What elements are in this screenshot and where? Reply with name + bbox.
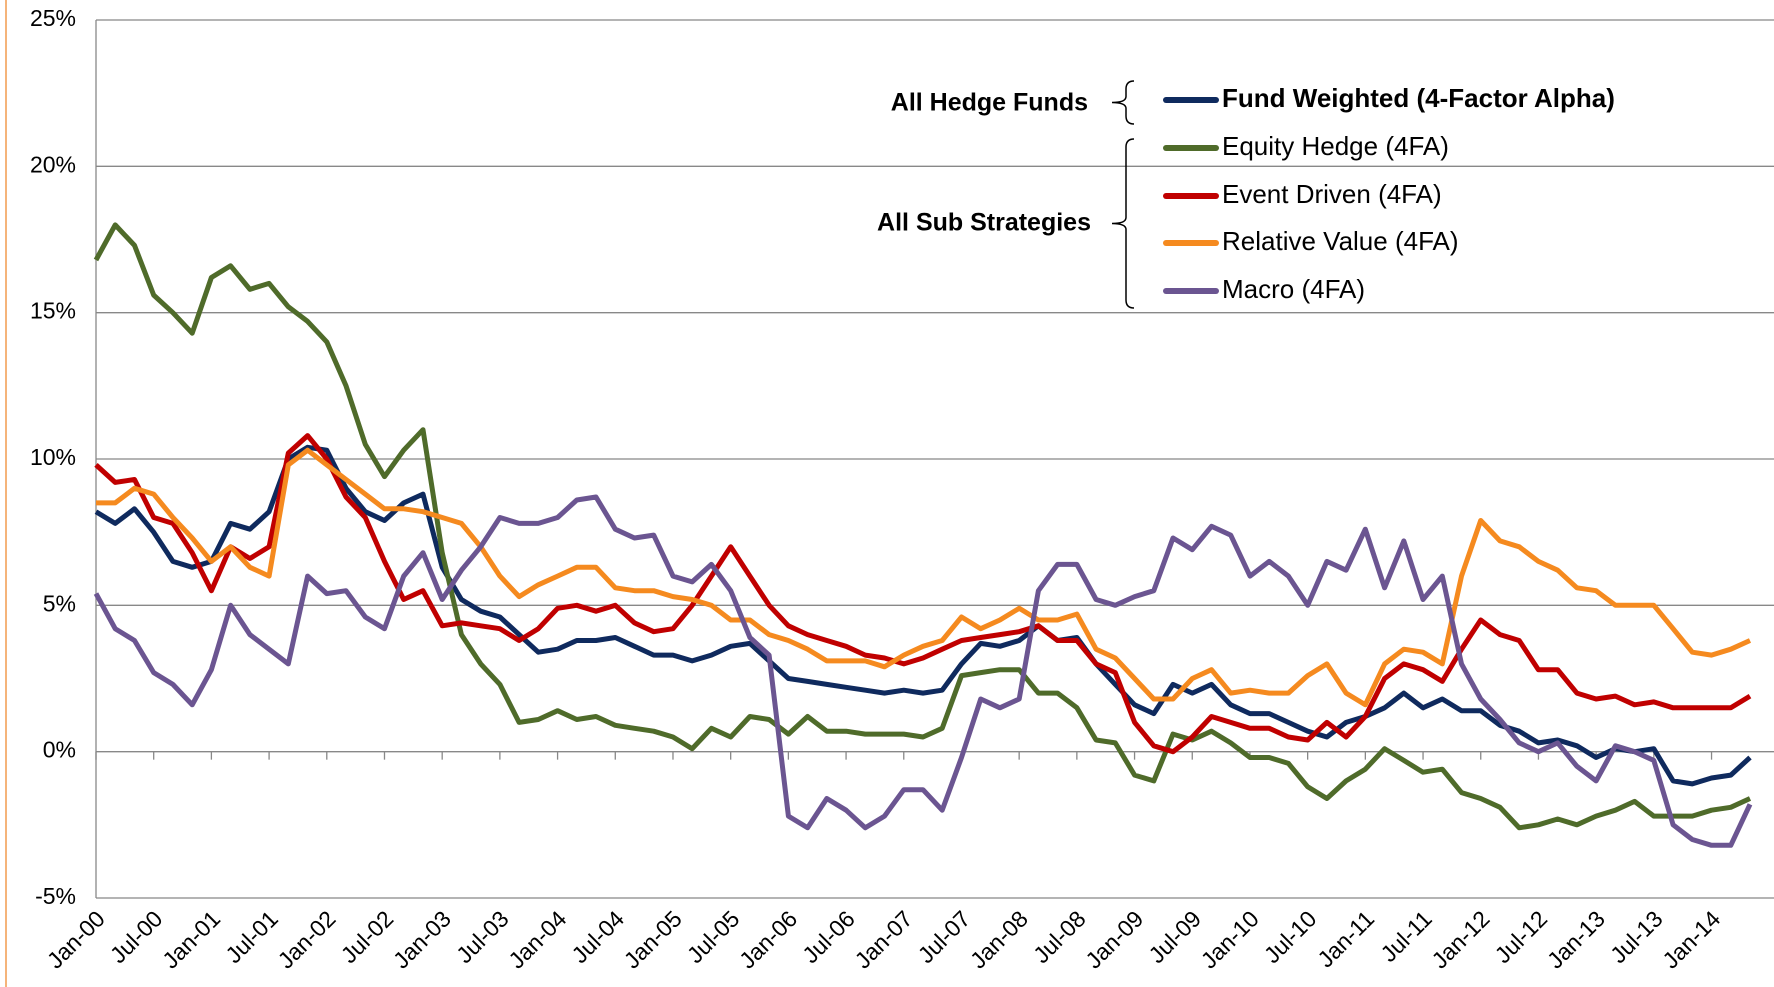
x-tick-label: Jan-10 <box>1196 905 1264 973</box>
x-tick-label: Jul-02 <box>336 905 399 968</box>
series-line <box>93 222 1752 831</box>
x-tick-label: Jul-04 <box>566 905 629 968</box>
x-tick-label: Jan-01 <box>157 905 225 973</box>
legend-label: Relative Value (4FA) <box>1222 226 1459 256</box>
x-tick-label: Jul-01 <box>220 905 283 968</box>
x-tick-label: Jul-06 <box>797 905 860 968</box>
x-tick-label: Jul-03 <box>451 905 514 968</box>
legend-group-label: All Sub Strategies <box>877 209 1091 237</box>
series-line <box>96 447 1752 708</box>
series-line <box>94 444 1752 787</box>
x-tick-label: Jul-07 <box>913 905 976 968</box>
x-tick-label: Jan-03 <box>388 905 456 973</box>
y-tick-label: 20% <box>30 151 76 177</box>
x-tick-label: Jul-00 <box>105 905 168 968</box>
y-tick-label: 10% <box>30 444 76 470</box>
legend-brace <box>1111 138 1135 309</box>
legend-group-label: All Hedge Funds <box>891 89 1088 117</box>
y-tick-label: 15% <box>30 298 76 324</box>
legend-label: Fund Weighted (4-Factor Alpha) <box>1222 83 1615 113</box>
x-tick-label: Jan-07 <box>849 905 917 973</box>
x-tick-label: Jan-02 <box>273 905 341 973</box>
x-tick-label: Jan-05 <box>619 905 687 973</box>
legend-brace <box>1111 80 1135 125</box>
x-tick-label: Jul-09 <box>1143 905 1206 968</box>
y-tick-label: 0% <box>43 737 76 763</box>
y-tick-label: 5% <box>43 590 76 616</box>
x-tick-label: Jul-13 <box>1605 905 1668 968</box>
y-tick-label: 25% <box>30 5 76 31</box>
legend-label: Event Driven (4FA) <box>1222 179 1442 209</box>
x-tick-label: Jan-14 <box>1657 905 1725 973</box>
x-tick-label: Jul-12 <box>1490 905 1553 968</box>
y-tick-label: -5% <box>35 883 76 909</box>
x-tick-label: Jan-08 <box>965 905 1033 973</box>
x-tick-label: Jan-06 <box>734 905 802 973</box>
x-tick-label: Jan-09 <box>1080 905 1148 973</box>
x-tick-label: Jan-04 <box>503 905 571 973</box>
legend-label: Macro (4FA) <box>1222 274 1365 304</box>
x-tick-label: Jul-05 <box>682 905 745 968</box>
legend-label: Equity Hedge (4FA) <box>1222 131 1449 161</box>
x-tick-label: Jan-12 <box>1426 905 1494 973</box>
x-tick-label: Jan-00 <box>42 905 110 973</box>
series-line <box>94 433 1752 755</box>
x-tick-label: Jul-10 <box>1259 905 1322 968</box>
x-tick-label: Jul-08 <box>1028 905 1091 968</box>
x-tick-label: Jan-11 <box>1312 905 1379 972</box>
series-line <box>93 494 1753 848</box>
x-tick-label: Jan-13 <box>1542 905 1610 973</box>
